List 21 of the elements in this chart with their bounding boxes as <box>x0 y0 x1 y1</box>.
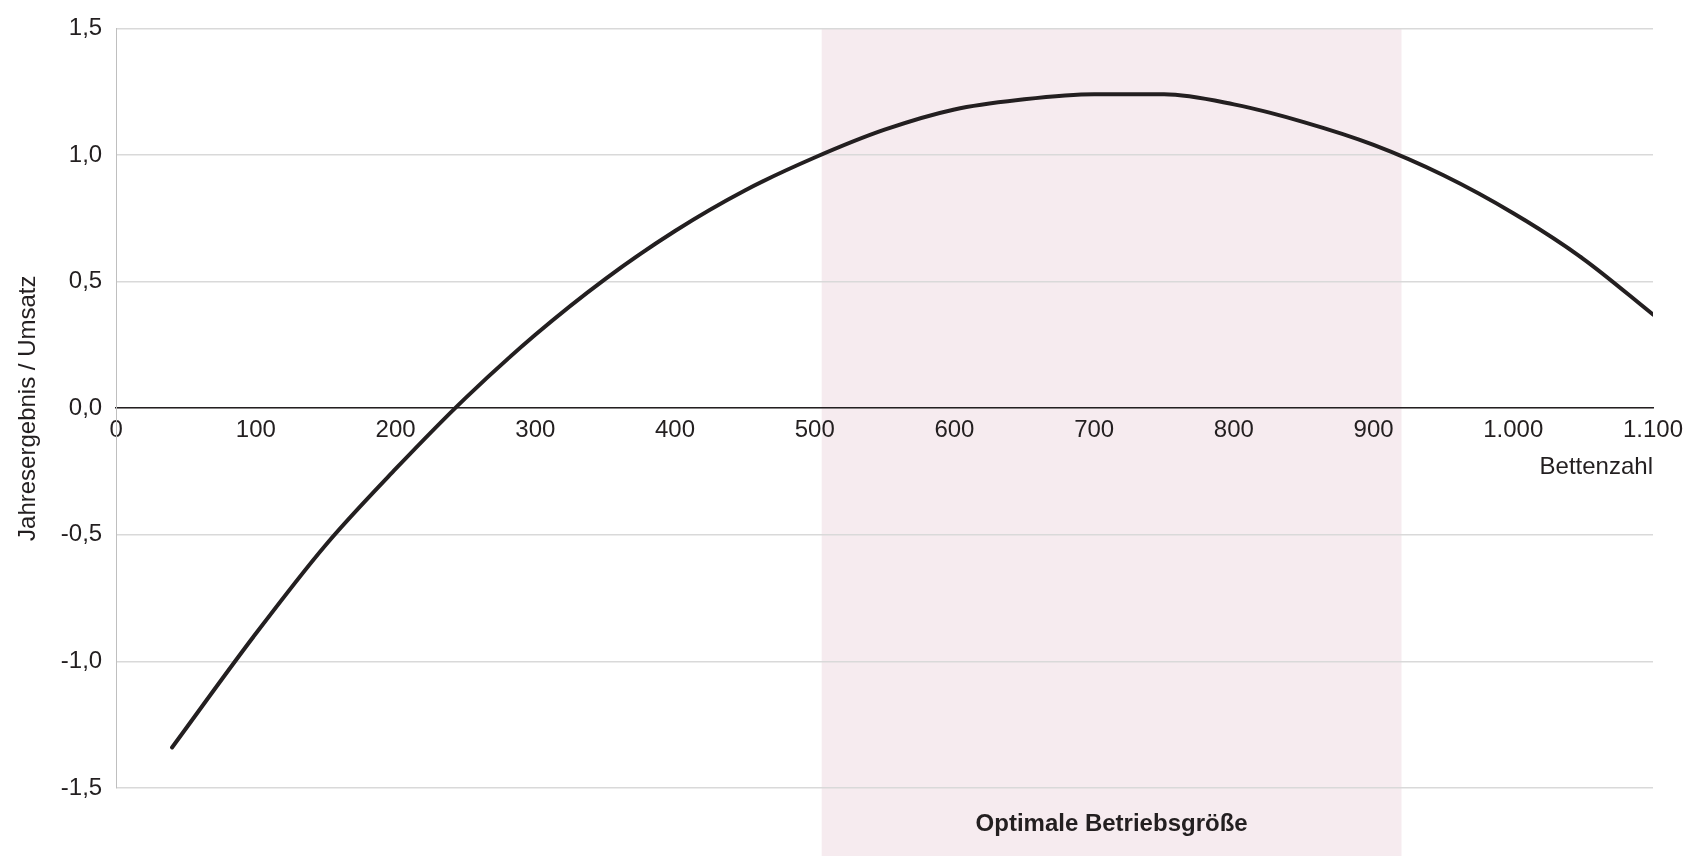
x-tick-label: 200 <box>375 415 416 443</box>
x-axis-title: Bettenzahl <box>1539 452 1653 480</box>
band-label: Optimale Betriebsgröße <box>975 808 1248 836</box>
x-tick-label: 100 <box>235 415 276 443</box>
x-tick-label: 1.000 <box>1483 415 1544 443</box>
x-tick-label: 800 <box>1213 415 1254 443</box>
y-tick-label: 1,0 <box>68 139 103 167</box>
y-tick-label: -1,5 <box>60 772 103 800</box>
x-tick-label: 500 <box>794 415 835 443</box>
x-tick-label: 1.100 <box>1622 415 1684 443</box>
x-tick-label: 900 <box>1353 415 1394 443</box>
y-tick-label: 0,0 <box>68 392 103 420</box>
y-axis-title: Jahresergebnis / Umsatz <box>13 275 41 541</box>
x-tick-label: 700 <box>1074 415 1115 443</box>
x-tick-label: 400 <box>654 415 696 443</box>
y-tick-label: 0,5 <box>68 266 103 294</box>
y-tick-label: -1,0 <box>60 646 103 674</box>
x-tick-label: 600 <box>934 415 975 443</box>
x-tick-label: 300 <box>515 415 556 443</box>
y-tick-label: 1,5 <box>68 13 103 41</box>
y-tick-label: -0,5 <box>60 519 103 547</box>
